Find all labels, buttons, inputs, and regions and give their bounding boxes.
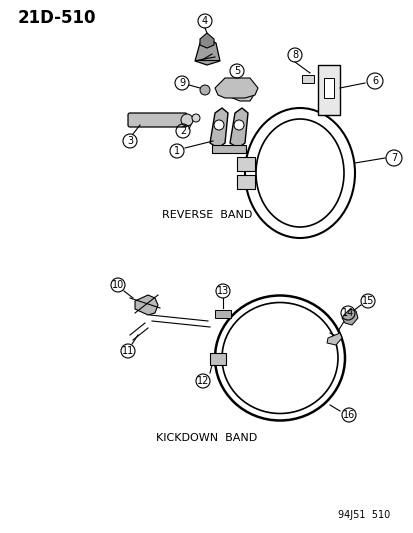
Circle shape bbox=[199, 85, 209, 95]
Text: KICKDOWN  BAND: KICKDOWN BAND bbox=[156, 433, 257, 443]
Text: 15: 15 bbox=[361, 296, 373, 306]
Text: 2: 2 bbox=[179, 126, 186, 136]
Text: 3: 3 bbox=[127, 136, 133, 146]
Text: 6: 6 bbox=[371, 76, 377, 86]
FancyBboxPatch shape bbox=[317, 65, 339, 115]
Polygon shape bbox=[209, 108, 228, 148]
Text: 8: 8 bbox=[291, 50, 297, 60]
Polygon shape bbox=[199, 33, 214, 48]
Text: 7: 7 bbox=[390, 153, 396, 163]
Text: 94J51  510: 94J51 510 bbox=[337, 510, 389, 520]
Text: 5: 5 bbox=[233, 66, 240, 76]
Text: 11: 11 bbox=[121, 346, 134, 356]
Text: 9: 9 bbox=[178, 78, 185, 88]
Polygon shape bbox=[135, 295, 158, 315]
FancyBboxPatch shape bbox=[301, 75, 313, 83]
Text: 13: 13 bbox=[216, 286, 228, 296]
Text: 10: 10 bbox=[112, 280, 124, 290]
Circle shape bbox=[233, 120, 243, 130]
Polygon shape bbox=[214, 78, 257, 98]
FancyBboxPatch shape bbox=[209, 353, 225, 365]
Polygon shape bbox=[341, 309, 357, 325]
FancyBboxPatch shape bbox=[211, 145, 245, 153]
Circle shape bbox=[214, 120, 223, 130]
Polygon shape bbox=[219, 85, 254, 101]
FancyBboxPatch shape bbox=[323, 78, 333, 98]
Circle shape bbox=[180, 114, 192, 126]
Text: 12: 12 bbox=[196, 376, 209, 386]
Text: 14: 14 bbox=[341, 308, 353, 318]
Text: REVERSE  BAND: REVERSE BAND bbox=[161, 210, 252, 220]
FancyBboxPatch shape bbox=[236, 157, 254, 171]
Polygon shape bbox=[230, 108, 247, 148]
Text: 16: 16 bbox=[342, 410, 354, 420]
Polygon shape bbox=[326, 333, 341, 345]
Text: 4: 4 bbox=[202, 16, 208, 26]
FancyBboxPatch shape bbox=[236, 175, 254, 189]
FancyBboxPatch shape bbox=[128, 113, 187, 127]
Text: 1: 1 bbox=[173, 146, 180, 156]
Text: 21D-510: 21D-510 bbox=[18, 9, 96, 27]
Polygon shape bbox=[195, 39, 219, 65]
FancyBboxPatch shape bbox=[214, 310, 230, 318]
Circle shape bbox=[192, 114, 199, 122]
